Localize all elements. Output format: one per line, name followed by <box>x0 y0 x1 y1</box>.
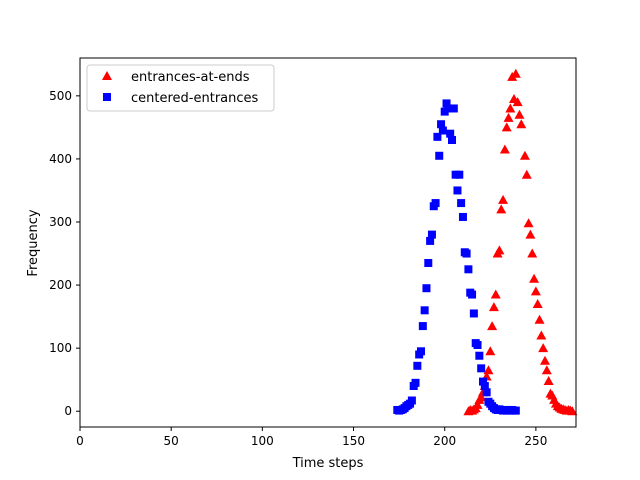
data-point-33 <box>453 186 462 195</box>
data-point-39 <box>536 330 547 340</box>
data-point-15 <box>420 306 429 315</box>
data-point-31 <box>449 104 458 113</box>
plot-background <box>80 58 576 427</box>
x-tick-label: 100 <box>251 434 274 448</box>
legend-frame <box>86 64 275 112</box>
data-point-49 <box>482 388 491 397</box>
data-point-10 <box>411 378 420 387</box>
legend-label-centered-entrances: centered-entrances <box>131 91 259 106</box>
legend-label-entrances-at-ends: entrances-at-ends <box>131 70 250 85</box>
x-tick-label: 200 <box>433 434 456 448</box>
data-point-39 <box>464 265 473 274</box>
data-point-14 <box>488 302 499 312</box>
data-point-27 <box>512 97 523 107</box>
data-point-18 <box>426 236 435 245</box>
data-point-33 <box>525 229 536 239</box>
data-point-17 <box>494 245 505 255</box>
data-point-19 <box>427 230 436 239</box>
axes: 0 50 100 150 200 250 0 100 200 300 400 500 <box>49 57 577 448</box>
data-point-21 <box>431 199 440 208</box>
data-markers <box>393 68 578 416</box>
data-point-5 <box>472 399 483 409</box>
data-point-42 <box>541 365 552 375</box>
data-point-36 <box>458 212 467 221</box>
data-point-14 <box>418 322 427 331</box>
data-point-31 <box>521 169 532 179</box>
data-point-41 <box>468 290 477 299</box>
data-point-26 <box>510 68 521 78</box>
data-point-40 <box>538 343 549 353</box>
data-point-12 <box>485 346 496 356</box>
data-point-45 <box>475 351 484 360</box>
data-point-48 <box>480 382 489 390</box>
legend-marker-centered-entrances <box>103 93 111 101</box>
legend: entrances-at-ends centered-entrances <box>86 64 275 112</box>
data-point-20 <box>499 144 510 154</box>
y-tick-label: 100 <box>49 341 72 355</box>
data-point-35 <box>457 199 466 208</box>
data-point-32 <box>523 218 534 228</box>
data-point-13 <box>417 347 425 356</box>
data-point-13 <box>487 321 498 331</box>
data-point-19 <box>498 194 509 204</box>
data-point-44 <box>473 341 482 349</box>
data-point-47 <box>479 377 487 386</box>
x-tick-label: 250 <box>524 434 547 448</box>
data-point-17 <box>424 259 433 267</box>
data-point-38 <box>462 249 471 258</box>
data-point-41 <box>540 355 550 365</box>
y-axis-title: Frequency <box>26 209 41 276</box>
data-point-22 <box>433 132 442 141</box>
y-tick-label: 0 <box>64 404 72 418</box>
y-tick-label: 300 <box>49 215 72 229</box>
data-point-34 <box>455 170 464 179</box>
data-point-30 <box>448 136 456 144</box>
data-point-29 <box>446 129 455 138</box>
y-tick-label: 400 <box>49 152 72 166</box>
data-point-23 <box>435 151 444 160</box>
y-tick-label: 500 <box>49 89 72 103</box>
data-point-15 <box>490 289 501 299</box>
data-point-30 <box>519 150 530 160</box>
data-point-37 <box>532 299 543 308</box>
x-axis-title: Time steps <box>292 456 364 471</box>
x-tick-label: 150 <box>342 434 365 448</box>
data-point-22 <box>503 112 514 122</box>
plot-frame <box>79 57 577 428</box>
data-point-65 <box>511 406 520 415</box>
legend-marker-entrances-at-ends <box>102 71 112 80</box>
data-point-56 <box>567 406 578 416</box>
data-point-23 <box>505 103 516 113</box>
data-point-16 <box>422 284 431 293</box>
data-point-8 <box>407 396 416 405</box>
data-point-7 <box>476 392 487 402</box>
data-point-11 <box>483 365 494 375</box>
data-point-34 <box>527 248 538 258</box>
x-tick-label: 0 <box>76 434 84 448</box>
y-tick-label: 200 <box>49 278 72 292</box>
data-point-28 <box>444 104 453 113</box>
data-point-38 <box>534 314 545 324</box>
data-point-35 <box>529 273 540 283</box>
data-point-46 <box>477 364 486 373</box>
data-point-36 <box>530 286 541 296</box>
data-point-24 <box>437 120 446 129</box>
data-point-28 <box>514 109 525 119</box>
series-centered-entrances <box>393 99 520 415</box>
plot-area <box>80 58 576 427</box>
data-point-29 <box>516 119 527 129</box>
data-point-43 <box>543 375 554 385</box>
data-point-18 <box>496 204 507 214</box>
data-point-25 <box>438 126 447 135</box>
data-point-27 <box>442 99 451 108</box>
data-point-21 <box>501 122 512 132</box>
data-point-42 <box>469 309 478 318</box>
data-point-11 <box>413 361 422 370</box>
x-tick-label: 50 <box>164 434 179 448</box>
